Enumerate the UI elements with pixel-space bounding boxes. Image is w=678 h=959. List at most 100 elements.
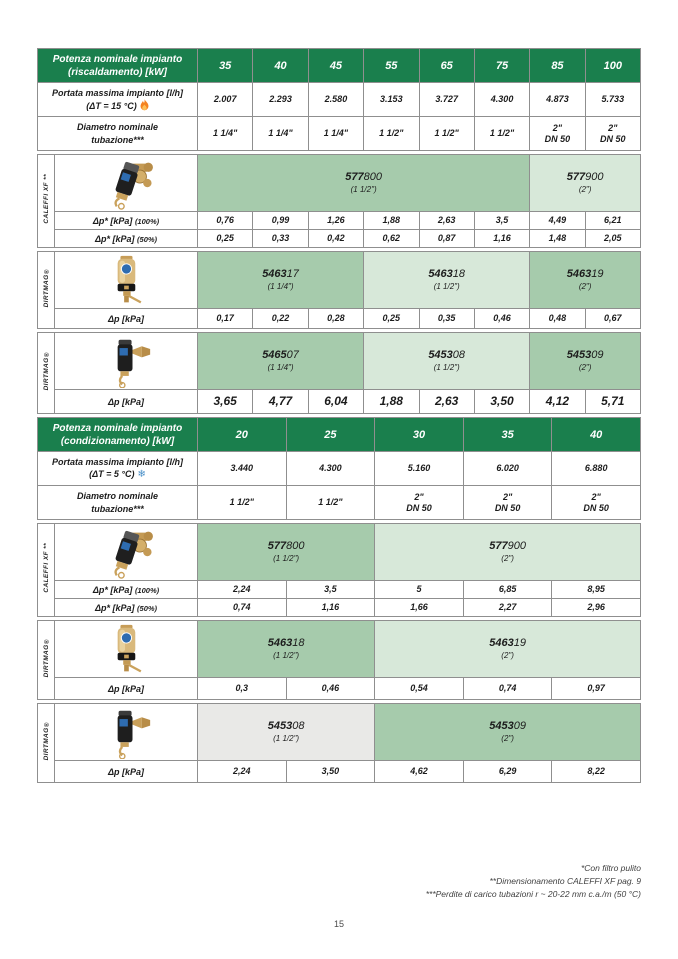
product-size: (1 1/2")	[273, 554, 300, 564]
flow-rate-cell: 5.733	[584, 82, 642, 117]
dp-cell: 0,48	[529, 308, 586, 329]
product-code: 5453	[489, 720, 514, 733]
dp-cell: 0,17	[196, 308, 254, 329]
brand-label-caleffi-xf: CALEFFI XF **	[37, 154, 55, 248]
product-code-suffix: 900	[585, 171, 604, 184]
flow-rate-cell: 2.007	[196, 82, 254, 117]
column-header: 65	[418, 48, 475, 83]
dp-cell: 8,22	[551, 760, 641, 783]
product-code-suffix: 08	[292, 720, 305, 733]
dp-cell: 0,25	[363, 308, 420, 329]
product-code: 5463	[428, 268, 453, 281]
product-size: (2")	[578, 363, 592, 373]
flow-rate-cell: 3.440	[197, 451, 287, 486]
dp-cell: 4,62	[374, 760, 464, 783]
caleffi-xf-section-cooling: CALEFFI XF ** 577800 (1 1/2") 577900 (2"…	[37, 523, 641, 617]
flow-rate-label: Portata massima impianto [l/h]	[51, 456, 184, 467]
footnote: **Dimensionamento CALEFFI XF pag. 9	[489, 876, 642, 887]
pipe-diameter-cell: 2" DN 50	[529, 116, 586, 151]
pipe-diameter-cell: 1 1/2"	[473, 116, 531, 151]
column-header: 40	[551, 417, 641, 452]
dp-cell: 0,33	[252, 229, 309, 248]
dp-cell: 1,16	[473, 229, 531, 248]
product-banner-545308: 545308 (1 1/2")	[363, 332, 531, 390]
delta-t-label: (ΔT = 15 °C)	[86, 101, 137, 111]
dp-label: Δp [kPa]	[107, 766, 145, 777]
pipe-diameter-cell: 1 1/4"	[252, 116, 309, 151]
column-header: 35	[462, 417, 553, 452]
dp-label: Δp* [kPa]	[94, 233, 135, 244]
dp-cell: 0,99	[252, 211, 309, 230]
flow-rate-cell: 4.300	[285, 451, 376, 486]
product-banner-546318: 546318 (1 1/2")	[196, 620, 376, 678]
product-code: 5463	[489, 637, 514, 650]
dp-cell: 2,27	[462, 598, 553, 617]
dirtmag-compact-image	[54, 332, 198, 390]
dirtmag-section-cooling-2: DIRTMAG® 545308 (1 1/2") 545309 (2") Δp …	[37, 703, 641, 783]
dirtmag-section-heating-2: DIRTMAG® 546507 (1 1/4") 545308 (1 1/2")…	[37, 332, 642, 414]
column-header: 40	[252, 48, 309, 83]
dp-cell: 3,50	[473, 389, 531, 414]
footnotes: *Con filtro pulito **Dimensionamento CAL…	[426, 862, 641, 902]
flow-rate-cell: 4.300	[473, 82, 531, 117]
brand-label-dirtmag: DIRTMAG®	[37, 332, 55, 414]
dp-pct: (50%)	[137, 234, 158, 244]
brand-label-caleffi-xf: CALEFFI XF **	[37, 523, 55, 617]
product-size: (1 1/4")	[267, 363, 294, 373]
dp-cell: 0,3	[197, 677, 287, 700]
product-code-suffix: 17	[286, 268, 299, 281]
product-code: 577	[489, 540, 508, 553]
product-code-suffix: 18	[292, 637, 305, 650]
dirtmag-compact-image	[54, 703, 198, 761]
product-code-suffix: 19	[591, 268, 604, 281]
column-header: 25	[285, 417, 376, 452]
dp-50-row-label: Δp* [kPa] (50%)	[54, 598, 198, 617]
dp-cell: 6,21	[584, 211, 642, 230]
product-size: (1 1/2")	[433, 363, 460, 373]
caleffi-xf-section-heating: CALEFFI XF ** 577800 (1 1/2") 577900 (2"…	[37, 154, 642, 248]
pipe-diameter-cell: 2" DN 50	[462, 485, 553, 520]
dp-row-label: Δp [kPa]	[54, 760, 198, 783]
cooling-table-title: Potenza nominale impianto (condizionamen…	[37, 417, 198, 452]
dp-cell: 6,85	[462, 580, 553, 599]
dp-cell: 0,97	[551, 677, 641, 700]
product-banner-545309: 545309 (2")	[529, 332, 641, 390]
dp-cell: 1,26	[307, 211, 365, 230]
column-header: 75	[473, 48, 531, 83]
catalog-page: Potenza nominale impianto (riscaldamento…	[37, 48, 642, 929]
dp-label: Δp* [kPa]	[92, 215, 133, 226]
flow-rate-label: Portata massima impianto [l/h]	[51, 87, 184, 98]
dp-cell: 0,62	[363, 229, 420, 248]
pipe-diameter-cell: 1 1/4"	[196, 116, 254, 151]
footnote: *Con filtro pulito	[580, 863, 641, 873]
product-code-suffix: 08	[452, 349, 466, 362]
product-code-suffix: 09	[591, 349, 604, 362]
dp-pct: (50%)	[137, 603, 158, 613]
product-size: (1 1/2")	[433, 282, 460, 292]
dp-cell: 0,22	[252, 308, 309, 329]
dp-cell: 1,48	[529, 229, 586, 248]
xf-valve-image	[54, 523, 198, 581]
product-code: 5465	[262, 349, 287, 362]
dp-cell: 1,88	[363, 389, 420, 414]
dp-cell: 2,96	[551, 598, 641, 617]
pipe-diameter-cell: 1 1/2"	[363, 116, 420, 151]
dp-cell: 0,35	[418, 308, 475, 329]
flow-rate-cell: 4.873	[529, 82, 586, 117]
product-size: (2")	[501, 734, 514, 744]
dp-cell: 3,65	[196, 389, 254, 414]
product-code: 577	[345, 171, 364, 184]
dp-cell: 4,49	[529, 211, 586, 230]
flow-rate-cell: 3.727	[418, 82, 475, 117]
dp-pct: (100%)	[134, 585, 160, 595]
delta-t-label: (ΔT = 5 °C)	[89, 468, 135, 479]
column-header: 100	[584, 48, 642, 83]
product-size: (1 1/2")	[350, 185, 377, 195]
product-size: (1 1/4")	[267, 282, 294, 292]
product-banner-577900: 577900 (2")	[374, 523, 641, 581]
flow-rate-cell: 2.580	[307, 82, 365, 117]
product-banner-545309: 545309 (2")	[374, 703, 641, 761]
dp-cell: 0,74	[197, 598, 287, 617]
product-banner-546319: 546319 (2")	[529, 251, 641, 309]
dp-label: Δp* [kPa]	[94, 602, 135, 613]
